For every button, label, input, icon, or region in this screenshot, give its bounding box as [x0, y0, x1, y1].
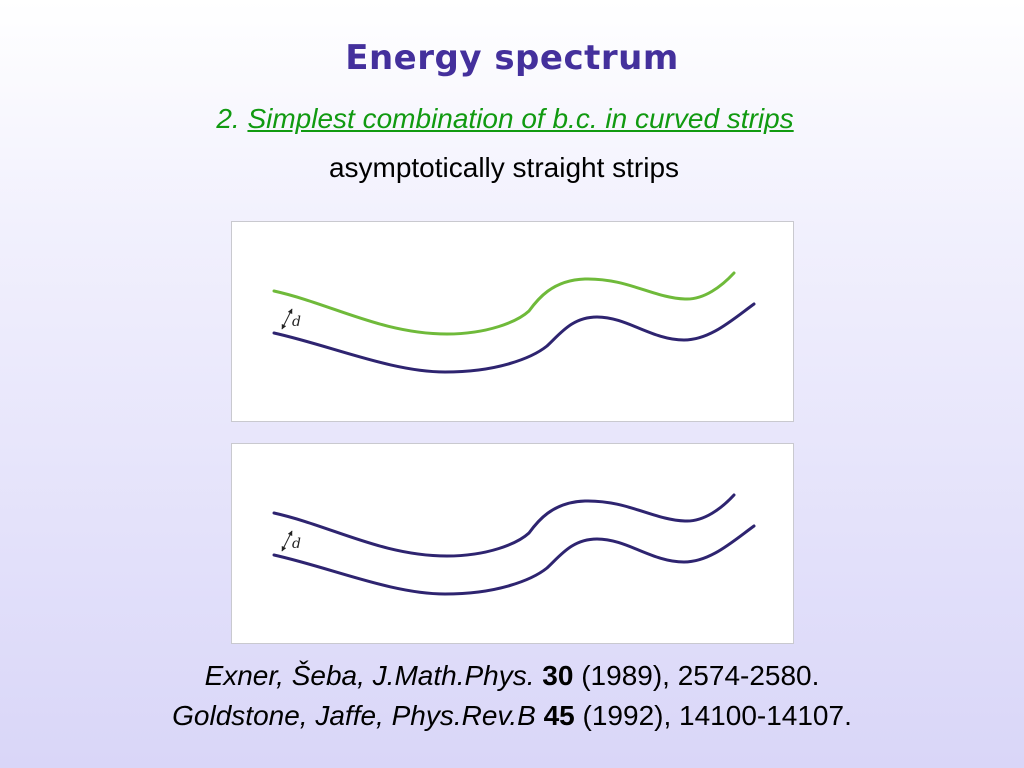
slide-subtitle: 2. Simplest combination of b.c. in curve… [0, 103, 1010, 135]
slide-caption: asymptotically straight strips [328, 152, 680, 183]
width-arrow [281, 308, 293, 330]
reference-volume: 45 [543, 700, 575, 731]
strip-diagram: d [272, 493, 756, 596]
reference-authors: Goldstone, Jaffe, Phys.Rev.B [172, 700, 536, 731]
reference-details: (1992), 14100-14107. [582, 700, 852, 731]
reference-item: Goldstone, Jaffe, Phys.Rev.B 45 (1992), … [0, 696, 1024, 736]
upper-boundary-curve [272, 271, 736, 336]
slide-title: Energy spectrum [345, 38, 679, 78]
strip-figure-mixed: d [231, 221, 794, 422]
lower-boundary-curve [272, 524, 756, 596]
strip-diagram: d [272, 271, 756, 374]
reference-details: (1989), 2574-2580. [581, 660, 820, 691]
references: Exner, Šeba, J.Math.Phys. 30 (1989), 257… [0, 656, 1024, 736]
reference-item: Exner, Šeba, J.Math.Phys. 30 (1989), 257… [0, 656, 1024, 696]
width-arrow [281, 530, 293, 552]
reference-authors: Exner, Šeba, J.Math.Phys. [204, 660, 535, 691]
upper-boundary-curve [272, 493, 736, 558]
subtitle-text: Simplest combination of b.c. in curved s… [247, 103, 794, 134]
width-label: d [292, 314, 301, 330]
width-label: d [292, 536, 301, 552]
strip-figure-dirichlet: d [231, 443, 794, 644]
subtitle-number: 2. [216, 103, 240, 134]
reference-volume: 30 [542, 660, 574, 691]
lower-boundary-curve [272, 302, 756, 374]
